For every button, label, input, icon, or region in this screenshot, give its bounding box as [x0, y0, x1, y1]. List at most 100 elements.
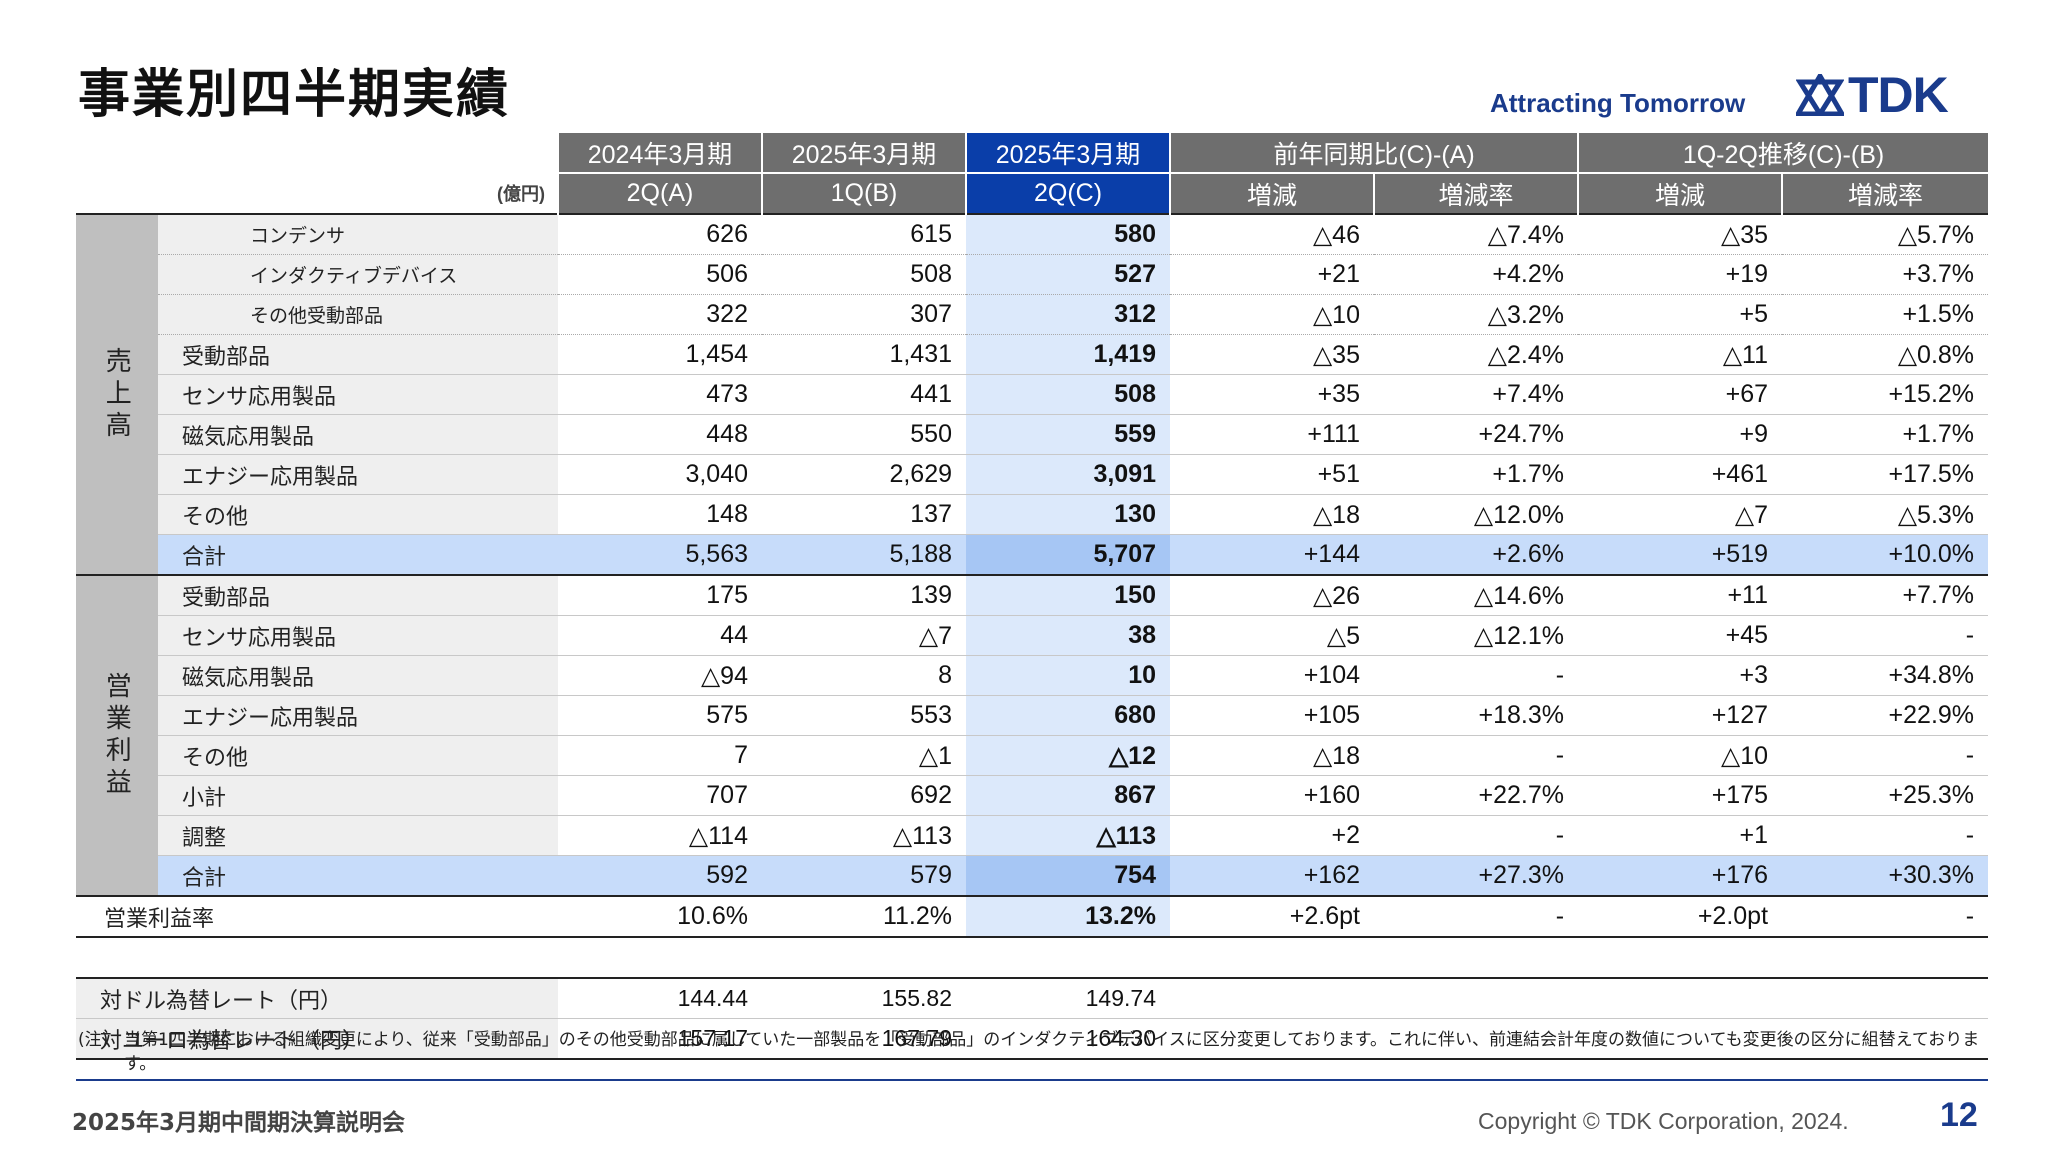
- value-cell: △10: [1170, 294, 1374, 335]
- logo-text: TDK: [1848, 67, 1949, 123]
- table-row: インダクティブデバイス 506 508 527 +21 +4.2% +19 +3.7%: [76, 254, 1989, 295]
- row-label: その他: [158, 735, 558, 776]
- fx-value: 149.74: [966, 977, 1170, 1019]
- value-cell: +3: [1578, 655, 1783, 696]
- value-cell: 527: [966, 254, 1170, 295]
- table-row: その他受動部品 322 307 312 △10 △3.2% +5 +1.5%: [76, 294, 1989, 335]
- table-row: 調整 △114 △113 △113 +2- +1-: [76, 815, 1989, 856]
- fx-label: 対ユーロ為替レート（円）: [76, 1018, 558, 1060]
- value-cell: △113: [966, 815, 1170, 856]
- fx-label: 対ドル為替レート（円）: [76, 977, 558, 1019]
- value-cell: +18.3%: [1374, 695, 1579, 736]
- value-cell: +10.0%: [1782, 534, 1989, 576]
- value-cell: 8: [762, 655, 966, 696]
- value-cell: △5.7%: [1782, 213, 1989, 255]
- table-row: その他 148 137 130 △18 △12.0% △7 △5.3%: [76, 494, 1989, 535]
- value-cell: △35: [1170, 334, 1374, 375]
- table-row: 小計 707 692 867 +160 +22.7% +175 +25.3%: [76, 775, 1989, 816]
- value-cell: +9: [1578, 414, 1783, 455]
- value-cell: -: [1782, 896, 1989, 938]
- table-row: エナジー応用製品 3,040 2,629 3,091 +51 +1.7% +461 +17.5…: [76, 454, 1989, 495]
- fx-value: 164.30: [966, 1018, 1170, 1060]
- value-cell: +4.2%: [1374, 254, 1579, 295]
- value-cell: 130: [966, 494, 1170, 535]
- value-cell: +51: [1170, 454, 1374, 495]
- value-cell: +7.7%: [1782, 575, 1989, 616]
- row-label: 小計: [158, 775, 558, 816]
- value-cell: 441: [762, 374, 966, 415]
- value-cell: +34.8%: [1782, 655, 1989, 696]
- segment-results-table: 2024年3月期 2025年3月期 2025年3月期 前年同期比(C)-(A) …: [76, 133, 1989, 1060]
- value-cell: △11: [1578, 334, 1783, 375]
- table-row: 磁気応用製品 △94 8 10 +104- +3 +34.8%: [76, 655, 1989, 696]
- value-cell: 754: [966, 855, 1170, 897]
- value-cell: 5,563: [558, 534, 762, 576]
- value-cell: 626: [558, 213, 762, 255]
- value-cell: +27.3%: [1374, 855, 1579, 897]
- value-cell: △5: [1170, 615, 1374, 656]
- value-cell: 1,431: [762, 334, 966, 375]
- row-label: 受動部品: [158, 334, 558, 375]
- value-cell: 175: [558, 575, 762, 616]
- value-cell: △113: [762, 815, 966, 856]
- value-cell: 553: [762, 695, 966, 736]
- table-row: 合計 5,563 5,188 5,707 +144 +2.6% +519 +10.0%: [76, 534, 1989, 576]
- value-cell: △12.0%: [1374, 494, 1579, 535]
- value-cell: △10: [1578, 735, 1783, 776]
- footer-rule: [76, 1079, 1988, 1081]
- fx-value: 144.44: [558, 977, 762, 1019]
- row-label: 調整: [158, 815, 558, 856]
- value-cell: △18: [1170, 735, 1374, 776]
- row-label: その他受動部品: [158, 294, 558, 335]
- table-row: センサ応用製品 44 △7 38 △5 △12.1% +45-: [76, 615, 1989, 656]
- value-cell: △114: [558, 815, 762, 856]
- margin-row: 営業利益率 10.6% 11.2% 13.2% +2.6pt - +2.0pt -: [76, 896, 1989, 938]
- value-cell: 5,188: [762, 534, 966, 576]
- col-2q-a: 2Q(A): [557, 172, 762, 214]
- value-cell: 5,707: [966, 534, 1170, 576]
- value-cell: +7.4%: [1374, 374, 1579, 415]
- value-cell: +176: [1578, 855, 1783, 897]
- value-cell: 312: [966, 294, 1170, 335]
- value-cell: -: [1374, 735, 1579, 776]
- footnote: (注) 当第1四半期における組織変更により、従来「受動部品」のその他受動部品に属…: [78, 1028, 1993, 1076]
- value-cell: 579: [762, 855, 966, 897]
- fx-empty: [1170, 977, 1989, 1019]
- col-2q-c: 2Q(C): [965, 172, 1170, 214]
- value-cell: 137: [762, 494, 966, 535]
- value-cell: 7: [558, 735, 762, 776]
- margin-label: 営業利益率: [76, 896, 558, 938]
- col-group-2025-2q: 2025年3月期: [965, 133, 1170, 173]
- value-cell: △35: [1578, 213, 1783, 255]
- footnote-tag: (注): [78, 1030, 109, 1050]
- value-cell: △3.2%: [1374, 294, 1579, 335]
- value-cell: +461: [1578, 454, 1783, 495]
- value-cell: △1: [762, 735, 966, 776]
- row-label: 受動部品: [158, 575, 558, 616]
- fx-empty: [1170, 1018, 1989, 1060]
- value-cell: △94: [558, 655, 762, 696]
- value-cell: △18: [1170, 494, 1374, 535]
- row-label: エナジー応用製品: [158, 695, 558, 736]
- copyright: Copyright © TDK Corporation, 2024.: [1478, 1108, 1849, 1134]
- value-cell: +519: [1578, 534, 1783, 576]
- col-1q-b: 1Q(B): [761, 172, 966, 214]
- value-cell: +45: [1578, 615, 1783, 656]
- value-cell: 150: [966, 575, 1170, 616]
- fx-row: 対ユーロ為替レート（円） 157.17 167.79 164.30: [76, 1018, 1989, 1060]
- header-blank: [76, 133, 558, 173]
- value-cell: +2.6%: [1374, 534, 1579, 576]
- tdk-logo: TDK: [1796, 67, 1949, 123]
- col-group-2025-1q: 2025年3月期: [761, 133, 966, 173]
- spacer-cell: [76, 937, 1988, 978]
- value-cell: +2.0pt: [1578, 896, 1783, 938]
- value-cell: +11: [1578, 575, 1783, 616]
- value-cell: 592: [558, 855, 762, 897]
- value-cell: 615: [762, 213, 966, 255]
- value-cell: +22.7%: [1374, 775, 1579, 816]
- col-qoq-rate: 増減率: [1781, 172, 1989, 214]
- value-cell: 44: [558, 615, 762, 656]
- value-cell: △2.4%: [1374, 334, 1579, 375]
- value-cell: 580: [966, 213, 1170, 255]
- value-cell: 448: [558, 414, 762, 455]
